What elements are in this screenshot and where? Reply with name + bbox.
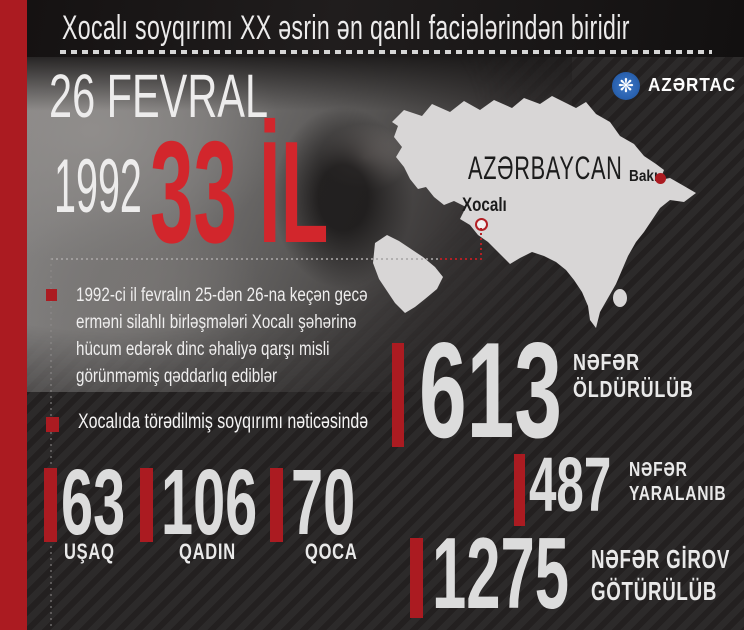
intro-line-1: 1992-ci il fevralın 25-dən 26-na keçən g…: [76, 285, 368, 306]
intro-bullet-icon: [46, 289, 57, 301]
map-south-islet: [613, 289, 627, 307]
map-country-label: AZƏRBAYCAN: [468, 150, 623, 186]
hero-date: 26 FEVRAL: [49, 62, 269, 130]
connector-dotted-red-vertical: [480, 228, 482, 259]
stat-wounded-value: 487: [529, 442, 612, 528]
stat-wounded-unit: NƏFƏR: [629, 459, 688, 481]
stat-children-value: 63: [61, 450, 126, 554]
stat-children-bar: [44, 468, 57, 542]
azerbaijan-mainland-shape: [392, 96, 696, 328]
stat-children-caption: UŞAQ: [64, 539, 115, 564]
map-khojaly-label: Xocalı: [462, 195, 507, 216]
stat-elderly-bar: [270, 468, 283, 542]
stat-killed-label: NƏFƏR ÖLDÜRÜLÜB: [573, 349, 694, 403]
hero-year: 1992: [54, 144, 142, 229]
stat-killed-caption: ÖLDÜRÜLÜB: [573, 376, 694, 402]
stat-hostages-unit: NƏFƏR GİROV: [591, 544, 731, 574]
stat-elderly-value: 70: [291, 450, 356, 554]
connector-dotted-red: [440, 258, 482, 260]
title-underline-dashes: [60, 50, 712, 54]
header-strip: [0, 0, 744, 57]
baku-dot-icon: [655, 173, 666, 184]
intro-paragraph: 1992-ci il fevralın 25-dən 26-na keçən g…: [76, 282, 368, 390]
section-subheading: Xocalıda törədilmiş soyqırımı nəticəsind…: [78, 410, 369, 433]
anniversary-badge: 33 İL: [150, 111, 329, 273]
left-accent-bar: [0, 0, 27, 630]
stat-hostages-bar: [410, 538, 423, 618]
stat-killed-unit: NƏFƏR: [573, 349, 640, 375]
stat-wounded-bar: [514, 454, 525, 526]
stat-wounded-caption: YARALANIB: [629, 483, 727, 505]
left-dotted-guide: [50, 258, 52, 630]
intro-line-4: görünməmiş qəddarlıq ediblər: [76, 366, 278, 387]
stat-women-value: 106: [161, 450, 258, 554]
azertac-wordmark: AZƏRTAC: [648, 75, 737, 95]
stat-hostages-label: NƏFƏR GİROV GÖTÜRÜLÜB: [591, 543, 730, 607]
map-baku-label: Bakı: [629, 168, 658, 185]
nakhchivan-shape: [373, 235, 443, 313]
stat-killed-value: 613: [419, 314, 562, 466]
intro-line-3: hücum edərək dinc əhaliyə qarşı misli: [76, 339, 330, 360]
stat-elderly-caption: QOCA: [305, 539, 358, 564]
stat-killed-bar: [392, 343, 404, 447]
stat-hostages-value: 1275: [432, 518, 570, 630]
section-bullet-icon: [46, 417, 59, 432]
intro-line-2: erməni silahlı birləşmələri Xocalı şəhər…: [76, 312, 357, 333]
stat-women-caption: QADIN: [179, 539, 236, 564]
azertac-emblem-icon: ❋: [612, 72, 640, 100]
stat-wounded-label: NƏFƏR YARALANIB: [629, 458, 726, 506]
stat-hostages-caption: GÖTÜRÜLÜB: [591, 576, 718, 606]
page-title: Xocalı soyqırımı XX əsrin ən qanlı faciə…: [62, 9, 630, 47]
stat-women-bar: [140, 468, 153, 542]
azerbaijan-map: [373, 96, 696, 328]
connector-dotted-gray: [51, 258, 440, 260]
